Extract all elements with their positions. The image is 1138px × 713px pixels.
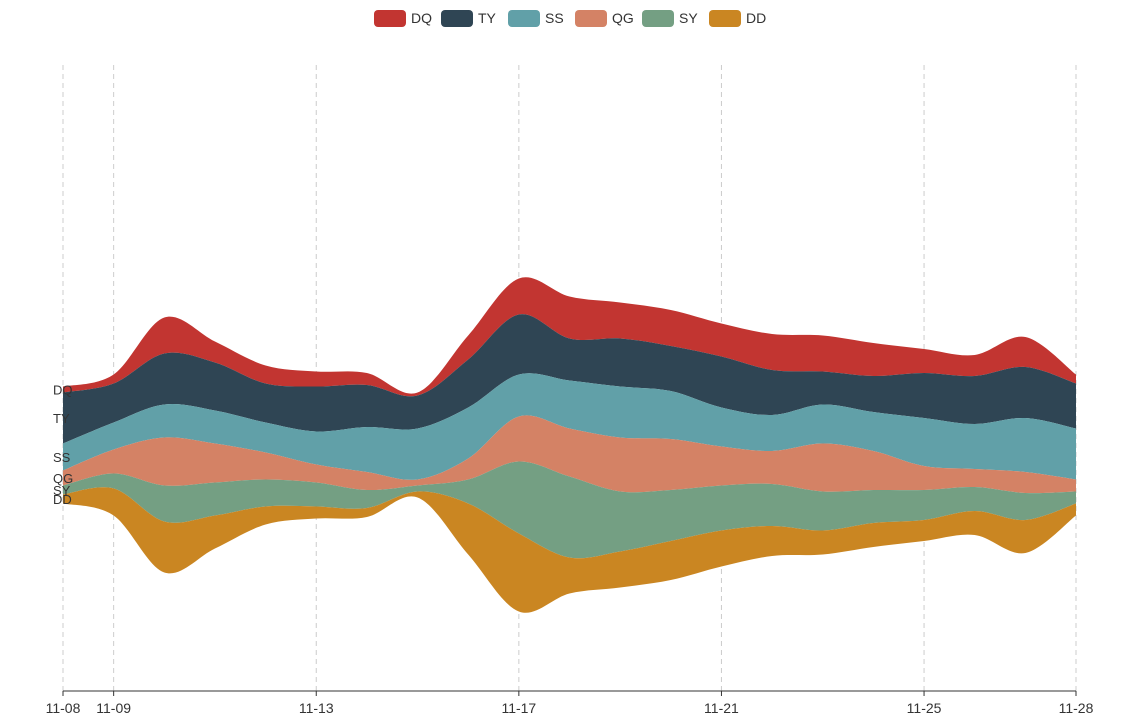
x-tick-label-11-13: 11-13 xyxy=(299,700,334,713)
legend-item-dd[interactable]: DD xyxy=(709,10,766,27)
legend-swatch-qg xyxy=(575,10,607,27)
stream-layers xyxy=(63,277,1076,613)
series-label-dq: DQ xyxy=(53,383,73,398)
series-label-ty: TY xyxy=(53,411,70,426)
legend-item-qg[interactable]: QG xyxy=(575,10,634,27)
legend-label-dd: DD xyxy=(746,10,766,26)
legend-swatch-sy xyxy=(642,10,674,27)
x-tick-label-11-09: 11-09 xyxy=(96,700,131,713)
legend-label-ty: TY xyxy=(478,10,497,26)
legend-label-ss: SS xyxy=(545,10,564,26)
legend-swatch-ty xyxy=(441,10,473,27)
legend: DQ TY SS QG SY DD xyxy=(374,10,766,27)
x-axis: 11-08 11-09 11-13 11-17 11-21 11-25 11-28 xyxy=(46,690,1094,713)
stream-qg[interactable] xyxy=(63,415,1076,494)
series-label-qg: QG xyxy=(53,471,73,486)
x-tick-label-11-28: 11-28 xyxy=(1059,700,1094,713)
stream-ss[interactable] xyxy=(63,373,1076,480)
stream-ty[interactable] xyxy=(63,314,1076,444)
legend-label-dq: DQ xyxy=(411,10,432,26)
stream-dq[interactable] xyxy=(63,277,1076,397)
legend-swatch-ss xyxy=(508,10,540,27)
legend-item-dq[interactable]: DQ xyxy=(374,10,432,27)
stream-sy[interactable] xyxy=(63,461,1076,559)
legend-swatch-dd xyxy=(709,10,741,27)
legend-swatch-dq xyxy=(374,10,406,27)
stream-dd[interactable] xyxy=(63,487,1076,613)
series-label-dd: DD xyxy=(53,492,72,507)
legend-item-ty[interactable]: TY xyxy=(441,10,497,27)
legend-item-ss[interactable]: SS xyxy=(508,10,564,27)
series-label-sy: SY xyxy=(53,483,71,498)
x-tick-label-11-08: 11-08 xyxy=(46,700,81,713)
legend-label-sy: SY xyxy=(679,10,698,26)
legend-label-qg: QG xyxy=(612,10,634,26)
x-tick-label-11-17: 11-17 xyxy=(501,700,536,713)
x-tick-label-11-25: 11-25 xyxy=(907,700,942,713)
x-tick-label-11-21: 11-21 xyxy=(704,700,739,713)
series-label-ss: SS xyxy=(53,450,71,465)
legend-item-sy[interactable]: SY xyxy=(642,10,698,27)
